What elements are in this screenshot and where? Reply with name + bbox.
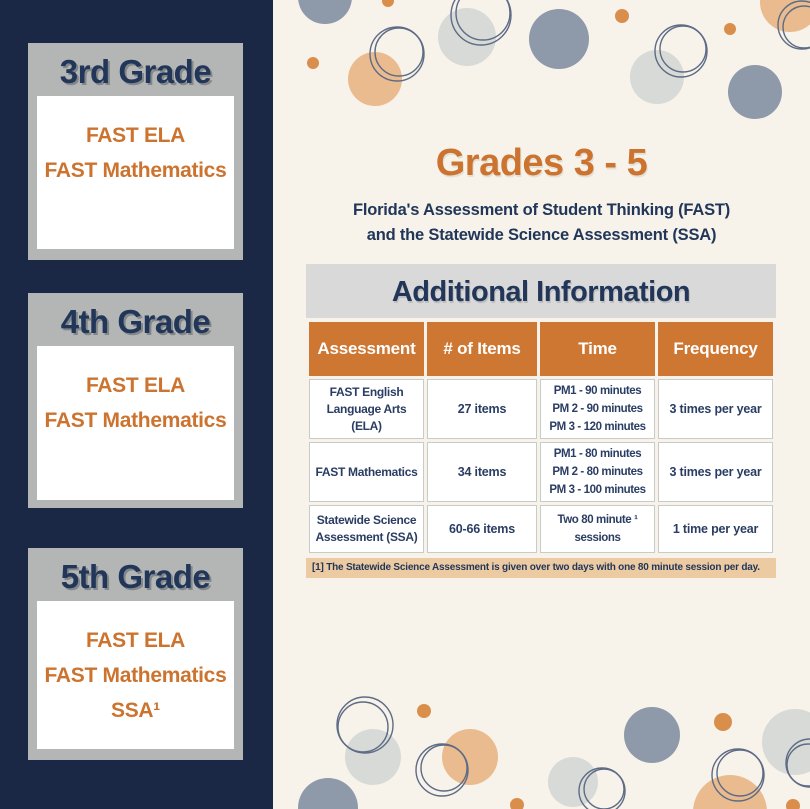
items-cell: 34 items bbox=[427, 442, 537, 502]
table-caption: Additional Information bbox=[306, 264, 776, 318]
assessment-line: FAST English bbox=[329, 384, 404, 399]
time-cell: PM1 - 80 minutes PM 2 - 80 minutes PM 3 … bbox=[540, 442, 655, 502]
column-header-time: Time bbox=[540, 322, 655, 376]
frequency-cell: 1 time per year bbox=[658, 505, 773, 553]
assessment-line: Statewide Science bbox=[316, 513, 417, 527]
main-content: Grades 3 - 5 Florida's Assessment of Stu… bbox=[273, 0, 810, 809]
assessment-cell: Statewide Science Assessment (SSA) bbox=[309, 505, 424, 553]
table-row: FAST Mathematics 34 items PM1 - 80 minut… bbox=[309, 442, 773, 502]
time-line: PM 2 - 80 minutes bbox=[552, 466, 643, 478]
frequency-cell: 3 times per year bbox=[658, 442, 773, 502]
table-row: Statewide Science Assessment (SSA) 60-66… bbox=[309, 505, 773, 553]
time-line: PM1 - 80 minutes bbox=[553, 448, 642, 460]
table-header-row: Assessment # of Items Time Frequency bbox=[309, 322, 773, 376]
assessment-item: FAST Mathematics bbox=[44, 664, 227, 687]
assessment-item: SSA¹ bbox=[111, 699, 160, 722]
grade-card-4th: 4th Grade FAST ELA FAST Mathematics bbox=[28, 293, 243, 508]
assessment-item: FAST ELA bbox=[85, 629, 186, 652]
page-subtitle: Florida's Assessment of Student Thinking… bbox=[273, 198, 810, 248]
page-title: Grades 3 - 5 bbox=[435, 142, 648, 184]
grade-card-body: FAST ELA FAST Mathematics bbox=[37, 96, 234, 249]
grade-card-title: 5th Grade bbox=[60, 558, 211, 595]
time-line: Two 80 minute ¹ bbox=[557, 514, 638, 526]
grade-card-5th: 5th Grade FAST ELA FAST Mathematics SSA¹ bbox=[28, 548, 243, 760]
column-header-frequency: Frequency bbox=[658, 322, 773, 376]
assessment-line: Assessment (SSA) bbox=[315, 530, 418, 544]
subtitle-line-2: and the Statewide Science Assessment (SS… bbox=[366, 226, 717, 244]
time-cell: Two 80 minute ¹ sessions bbox=[540, 505, 655, 553]
assessment-item: FAST Mathematics bbox=[44, 409, 227, 432]
time-line: sessions bbox=[574, 532, 621, 544]
time-line: PM 3 - 120 minutes bbox=[549, 421, 646, 433]
assessment-item: FAST ELA bbox=[85, 374, 186, 397]
time-cell: PM1 - 90 minutes PM 2 - 90 minutes PM 3 … bbox=[540, 379, 655, 439]
assessment-cell: FAST Mathematics bbox=[309, 442, 424, 502]
assessment-item: FAST Mathematics bbox=[44, 159, 227, 182]
items-cell: 27 items bbox=[427, 379, 537, 439]
assessment-table: Assessment # of Items Time Frequency FAS… bbox=[306, 319, 776, 556]
subtitle-line-1: Florida's Assessment of Student Thinking… bbox=[352, 201, 731, 219]
grade-card-3rd: 3rd Grade FAST ELA FAST Mathematics bbox=[28, 43, 243, 260]
time-line: PM 2 - 90 minutes bbox=[552, 403, 643, 415]
grade-card-title: 3rd Grade bbox=[59, 53, 212, 90]
table-row: FAST English Language Arts (ELA) 27 item… bbox=[309, 379, 773, 439]
table-footnote: [1] The Statewide Science Assessment is … bbox=[306, 558, 776, 578]
frequency-cell: 3 times per year bbox=[658, 379, 773, 439]
assessment-line: Language Arts (ELA) bbox=[326, 401, 407, 433]
items-cell: 60-66 items bbox=[427, 505, 537, 553]
grade-card-body: FAST ELA FAST Mathematics bbox=[37, 346, 234, 500]
time-line: PM 3 - 100 minutes bbox=[549, 484, 646, 496]
assessment-line: FAST Mathematics bbox=[315, 464, 418, 479]
column-header-assessment: Assessment bbox=[309, 322, 424, 376]
grade-card-title: 4th Grade bbox=[60, 303, 211, 340]
column-header-items: # of Items bbox=[427, 322, 537, 376]
assessment-item: FAST ELA bbox=[85, 124, 186, 147]
time-line: PM1 - 90 minutes bbox=[553, 385, 642, 397]
assessment-cell: FAST English Language Arts (ELA) bbox=[309, 379, 424, 439]
additional-information-section: Additional Information Assessment # of I… bbox=[306, 264, 776, 578]
grade-card-body: FAST ELA FAST Mathematics SSA¹ bbox=[37, 601, 234, 749]
grade-sidebar: 3rd Grade FAST ELA FAST Mathematics 4th … bbox=[0, 0, 273, 809]
